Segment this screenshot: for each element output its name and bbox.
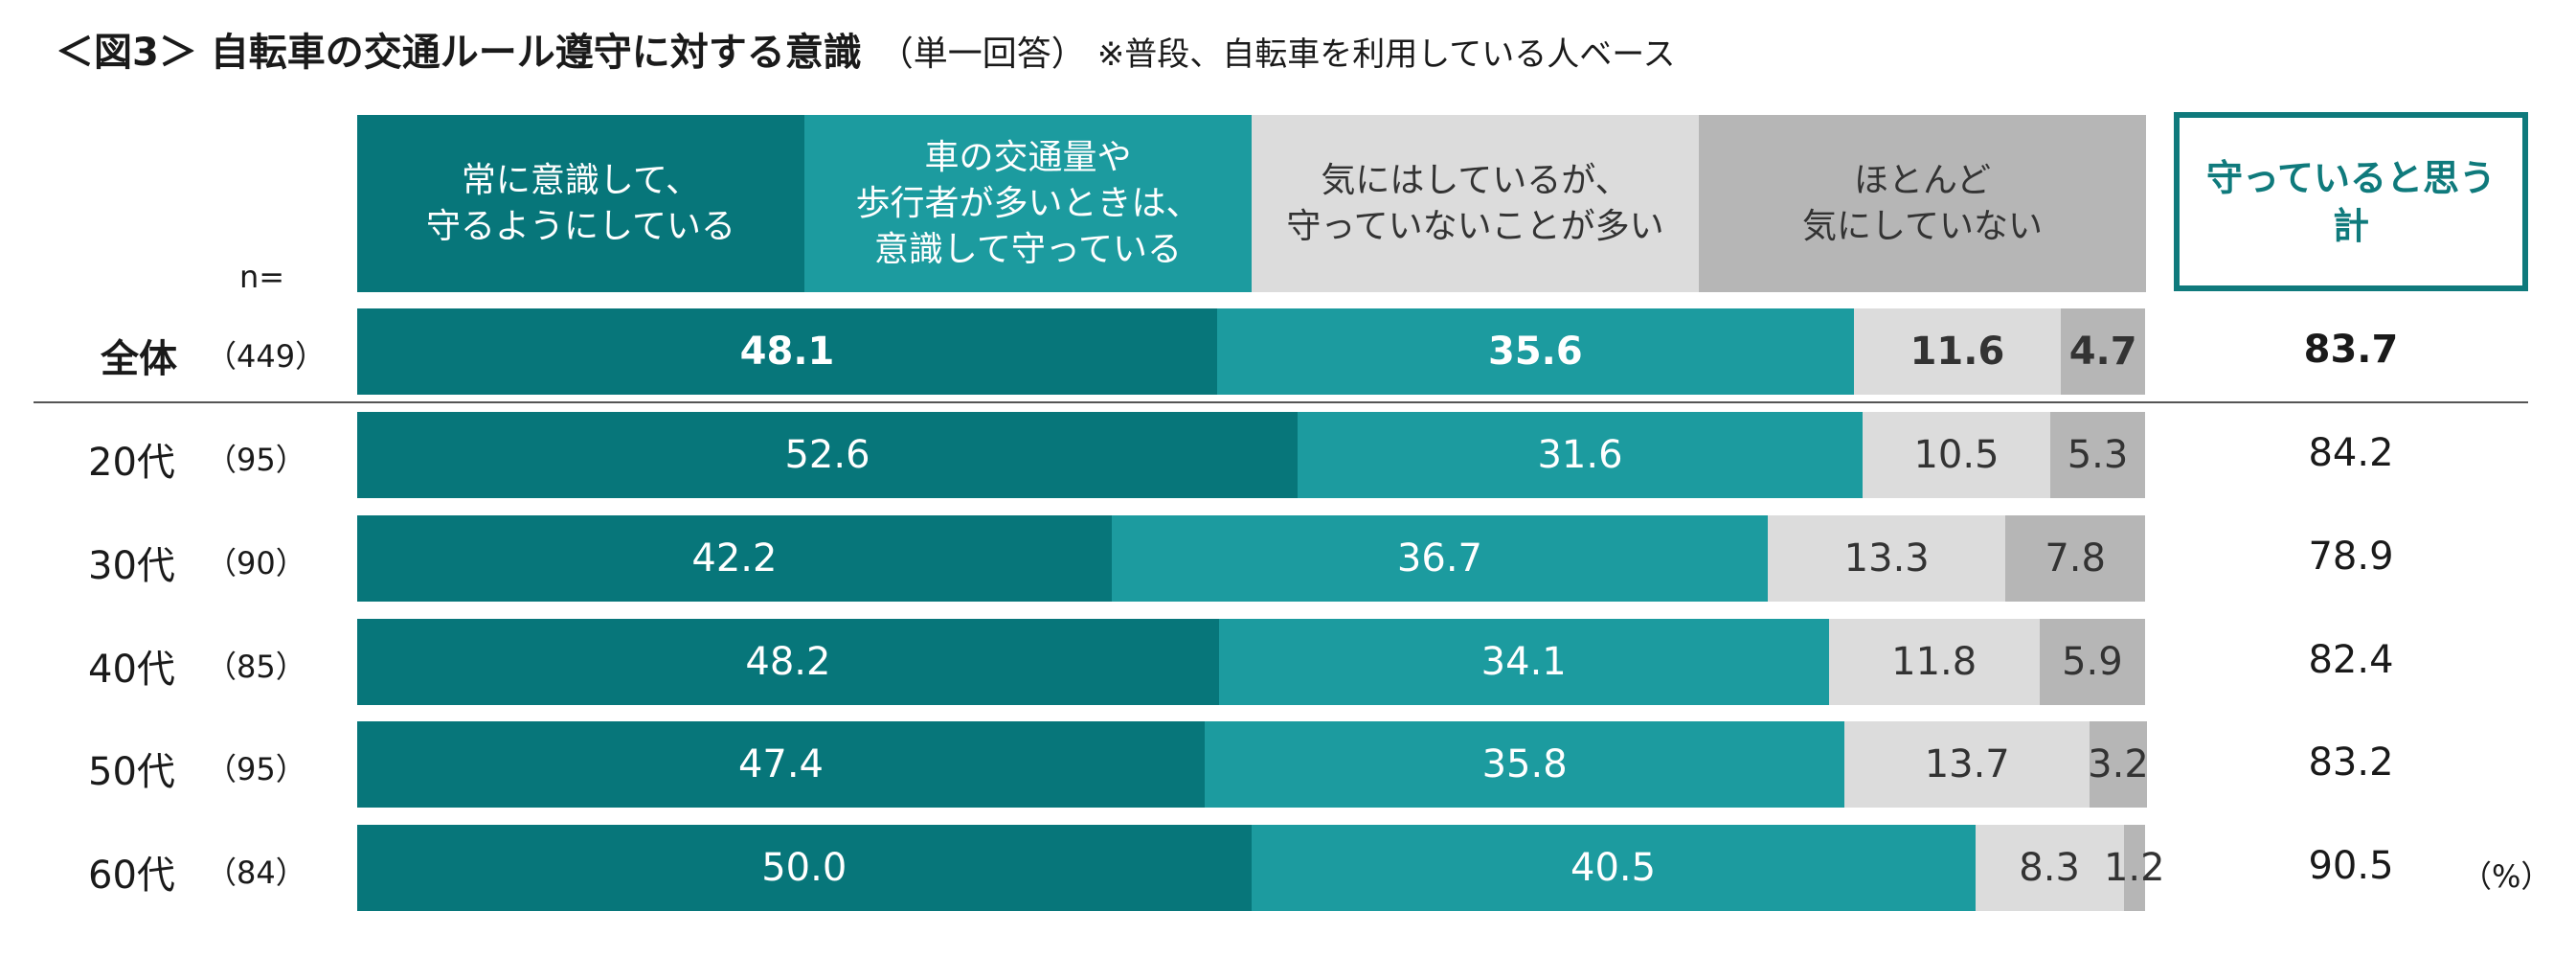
total-value: 78.9 xyxy=(2308,535,2394,579)
bar-segment: 13.3 xyxy=(1768,515,2006,602)
data-label: 5.9 xyxy=(2062,640,2123,684)
bar-segment: 13.7 xyxy=(1844,721,2090,808)
legend-header-4: ほとんど 気にしていない xyxy=(1699,115,2146,292)
bar-segment: 47.4 xyxy=(357,721,1205,808)
bar-segment: 5.3 xyxy=(2050,412,2145,498)
row-label: 20代 xyxy=(88,441,175,485)
divider-line xyxy=(34,401,2528,403)
row-label: 50代 xyxy=(88,750,175,794)
data-label: 13.3 xyxy=(1843,536,1930,581)
title-note: ※普段、自転車を利用している人ベース xyxy=(1096,35,1676,74)
row-n-count: （90） xyxy=(206,545,306,581)
data-label: 31.6 xyxy=(1537,433,1623,477)
data-label: 8.3 xyxy=(2019,846,2080,890)
data-label: 36.7 xyxy=(1396,536,1482,581)
total-value: 83.2 xyxy=(2308,741,2394,785)
data-label: 40.5 xyxy=(1570,846,1657,890)
row-label: 30代 xyxy=(88,544,175,588)
bar-segment: 7.8 xyxy=(2005,515,2145,602)
bar-segment: 34.1 xyxy=(1218,619,1829,705)
data-label: 48.1 xyxy=(739,330,835,374)
chart-title: ＜図3＞ 自転車の交通ルール遵守に対する意識 （単一回答） ※普段、自転車を利用して… xyxy=(56,21,1676,77)
data-label: 3.2 xyxy=(2088,742,2149,786)
bar-segment: 3.2 xyxy=(2088,721,2149,808)
legend-header-3: 気にはしているが、 守っていないことが多い xyxy=(1252,115,1699,292)
bar-segment: 35.6 xyxy=(1217,308,1854,395)
bar-segment: 8.3 xyxy=(1975,825,2124,911)
data-label: 47.4 xyxy=(737,742,824,786)
total-value: 82.4 xyxy=(2308,638,2394,682)
legend-header-1: 常に意識して、 守るようにしている xyxy=(357,115,804,292)
data-label: 11.6 xyxy=(1909,330,2005,374)
total-header: 守っていると思う 計 xyxy=(2174,112,2528,291)
bar-segment: 4.7 xyxy=(2061,308,2145,395)
bar-segment: 5.9 xyxy=(2039,619,2145,705)
data-label: 48.2 xyxy=(745,640,831,684)
data-label: 52.6 xyxy=(784,433,870,477)
bar-segment: 52.6 xyxy=(357,412,1299,498)
bar-segment: 40.5 xyxy=(1251,825,1976,911)
row-n-count: （95） xyxy=(206,442,306,478)
total-value: 90.5 xyxy=(2308,844,2394,888)
row-n-count: （95） xyxy=(206,751,306,787)
legend-header-2: 車の交通量や 歩行者が多いときは、 意識して守っている xyxy=(804,115,1252,292)
row-label: 全体 xyxy=(101,337,177,381)
data-label: 35.8 xyxy=(1481,742,1568,786)
bar-segment: 11.6 xyxy=(1853,308,2062,395)
data-label: 50.0 xyxy=(761,846,847,890)
total-value: 84.2 xyxy=(2308,431,2394,475)
n-label: n= xyxy=(239,259,285,295)
data-label: 42.2 xyxy=(691,536,778,581)
bar-segment: 1.2 xyxy=(2104,825,2165,911)
data-label: 5.3 xyxy=(2067,433,2129,477)
bar-segment: 42.2 xyxy=(357,515,1112,602)
data-label: 10.5 xyxy=(1913,433,2000,477)
title-main: ＜図3＞ 自転車の交通ルール遵守に対する意識 xyxy=(56,31,862,75)
data-label: 13.7 xyxy=(1924,742,2010,786)
row-label: 40代 xyxy=(88,648,175,692)
bar-segment: 48.2 xyxy=(357,619,1219,705)
data-label: 1.2 xyxy=(2103,846,2165,890)
title-sub: （単一回答） xyxy=(878,34,1086,74)
unit-label: （%） xyxy=(2461,858,2552,895)
bar-segment: 11.8 xyxy=(1828,619,2040,705)
data-label: 34.1 xyxy=(1480,640,1567,684)
bar-segment: 48.1 xyxy=(357,308,1218,395)
data-label: 35.6 xyxy=(1487,330,1583,374)
row-n-count: （85） xyxy=(206,649,306,685)
row-label: 60代 xyxy=(88,854,175,898)
bar-segment: 50.0 xyxy=(357,825,1252,911)
data-label: 4.7 xyxy=(2068,330,2137,374)
bar-segment: 35.8 xyxy=(1204,721,1845,808)
total-value: 83.7 xyxy=(2303,328,2399,372)
row-n-count: （84） xyxy=(206,854,306,891)
bar-segment: 31.6 xyxy=(1298,412,1863,498)
data-label: 11.8 xyxy=(1891,640,1977,684)
bar-segment: 36.7 xyxy=(1111,515,1769,602)
bar-segment: 10.5 xyxy=(1863,412,2051,498)
data-label: 7.8 xyxy=(2045,536,2106,581)
row-n-count: （449） xyxy=(206,338,327,375)
